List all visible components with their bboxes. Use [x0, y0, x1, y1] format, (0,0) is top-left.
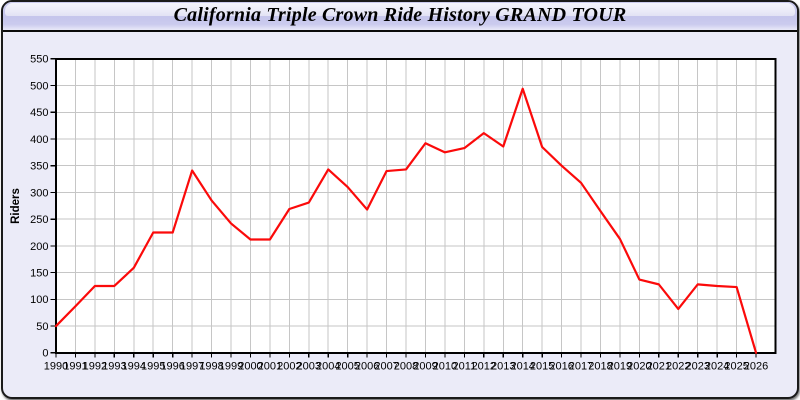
svg-text:2007: 2007 — [374, 361, 398, 373]
svg-text:350: 350 — [30, 161, 48, 173]
svg-text:2011: 2011 — [453, 361, 477, 373]
svg-text:Riders: Riders — [10, 188, 22, 224]
svg-text:2015: 2015 — [530, 361, 554, 373]
svg-text:2026: 2026 — [744, 361, 768, 373]
svg-text:400: 400 — [30, 134, 48, 146]
svg-text:50: 50 — [36, 321, 48, 333]
svg-text:0: 0 — [42, 348, 48, 360]
svg-text:150: 150 — [30, 268, 48, 280]
svg-text:2019: 2019 — [608, 361, 632, 373]
svg-text:1993: 1993 — [102, 361, 126, 373]
svg-text:2006: 2006 — [355, 361, 379, 373]
svg-text:1997: 1997 — [180, 361, 204, 373]
svg-text:2004: 2004 — [316, 361, 340, 373]
svg-text:1992: 1992 — [83, 361, 107, 373]
svg-text:2022: 2022 — [666, 361, 690, 373]
svg-text:1994: 1994 — [122, 361, 146, 373]
svg-text:250: 250 — [30, 214, 48, 226]
svg-text:1990: 1990 — [44, 361, 68, 373]
svg-text:300: 300 — [30, 187, 48, 199]
svg-text:2000: 2000 — [238, 361, 262, 373]
svg-text:2003: 2003 — [297, 361, 321, 373]
svg-text:1996: 1996 — [160, 361, 184, 373]
svg-text:2013: 2013 — [491, 361, 515, 373]
svg-text:1995: 1995 — [141, 361, 165, 373]
svg-text:2023: 2023 — [685, 361, 709, 373]
svg-text:2016: 2016 — [549, 361, 573, 373]
svg-text:2012: 2012 — [472, 361, 496, 373]
svg-text:200: 200 — [30, 241, 48, 253]
svg-text:100: 100 — [30, 294, 48, 306]
svg-text:500: 500 — [30, 80, 48, 92]
svg-text:2005: 2005 — [335, 361, 359, 373]
svg-text:2024: 2024 — [705, 361, 729, 373]
svg-text:1991: 1991 — [63, 361, 87, 373]
svg-text:2010: 2010 — [433, 361, 457, 373]
svg-text:2017: 2017 — [569, 361, 593, 373]
svg-text:550: 550 — [30, 54, 48, 66]
svg-text:450: 450 — [30, 107, 48, 119]
svg-text:1998: 1998 — [199, 361, 223, 373]
svg-text:2020: 2020 — [627, 361, 651, 373]
svg-text:2008: 2008 — [394, 361, 418, 373]
svg-text:2009: 2009 — [413, 361, 437, 373]
svg-text:2021: 2021 — [647, 361, 671, 373]
svg-text:2002: 2002 — [277, 361, 301, 373]
svg-text:2025: 2025 — [724, 361, 748, 373]
svg-text:2001: 2001 — [258, 361, 282, 373]
svg-text:2018: 2018 — [588, 361, 612, 373]
svg-text:2014: 2014 — [510, 361, 534, 373]
svg-text:1999: 1999 — [219, 361, 243, 373]
